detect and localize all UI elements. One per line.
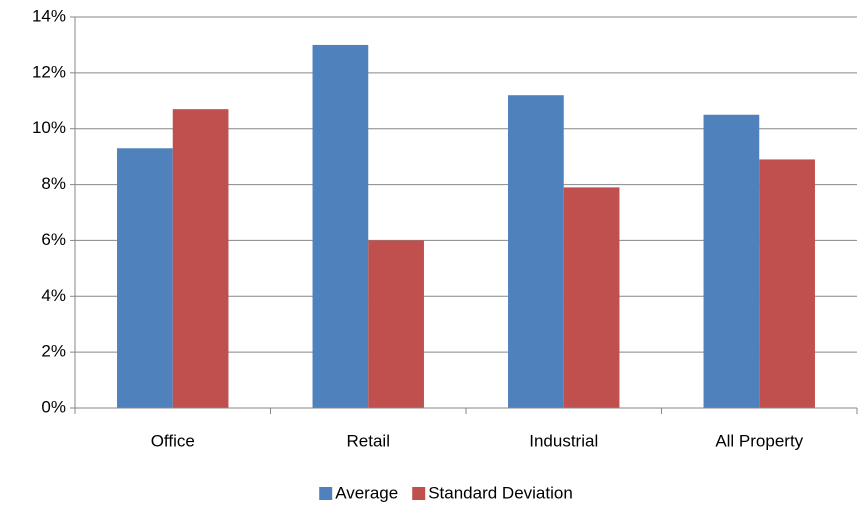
bar: [703, 114, 760, 408]
y-tick-label: 0%: [41, 397, 66, 416]
x-tick-label: Industrial: [529, 431, 598, 450]
bar: [312, 44, 369, 409]
legend-swatch: [319, 487, 333, 500]
bar: [563, 187, 620, 408]
bar: [117, 148, 173, 408]
x-tick-label: All Property: [715, 431, 803, 450]
y-tick-label: 8%: [41, 174, 66, 193]
y-tick-label: 14%: [32, 6, 66, 25]
bar: [508, 95, 564, 408]
legend-label: Average: [335, 483, 398, 502]
bar: [759, 159, 815, 408]
legend-swatch: [412, 487, 426, 500]
legend-item: Standard Deviation: [412, 483, 573, 502]
bar: [172, 109, 229, 409]
y-tick-label: 10%: [32, 118, 66, 137]
bar: [368, 240, 424, 408]
x-tick-label: Retail: [347, 431, 390, 450]
y-tick-label: 2%: [41, 342, 66, 361]
y-tick-label: 12%: [32, 62, 66, 81]
y-tick-label: 4%: [41, 286, 66, 305]
y-tick-label: 6%: [41, 230, 66, 249]
legend-label: Standard Deviation: [428, 483, 573, 502]
x-tick-label: Office: [151, 431, 195, 450]
legend-item: Average: [319, 483, 398, 502]
